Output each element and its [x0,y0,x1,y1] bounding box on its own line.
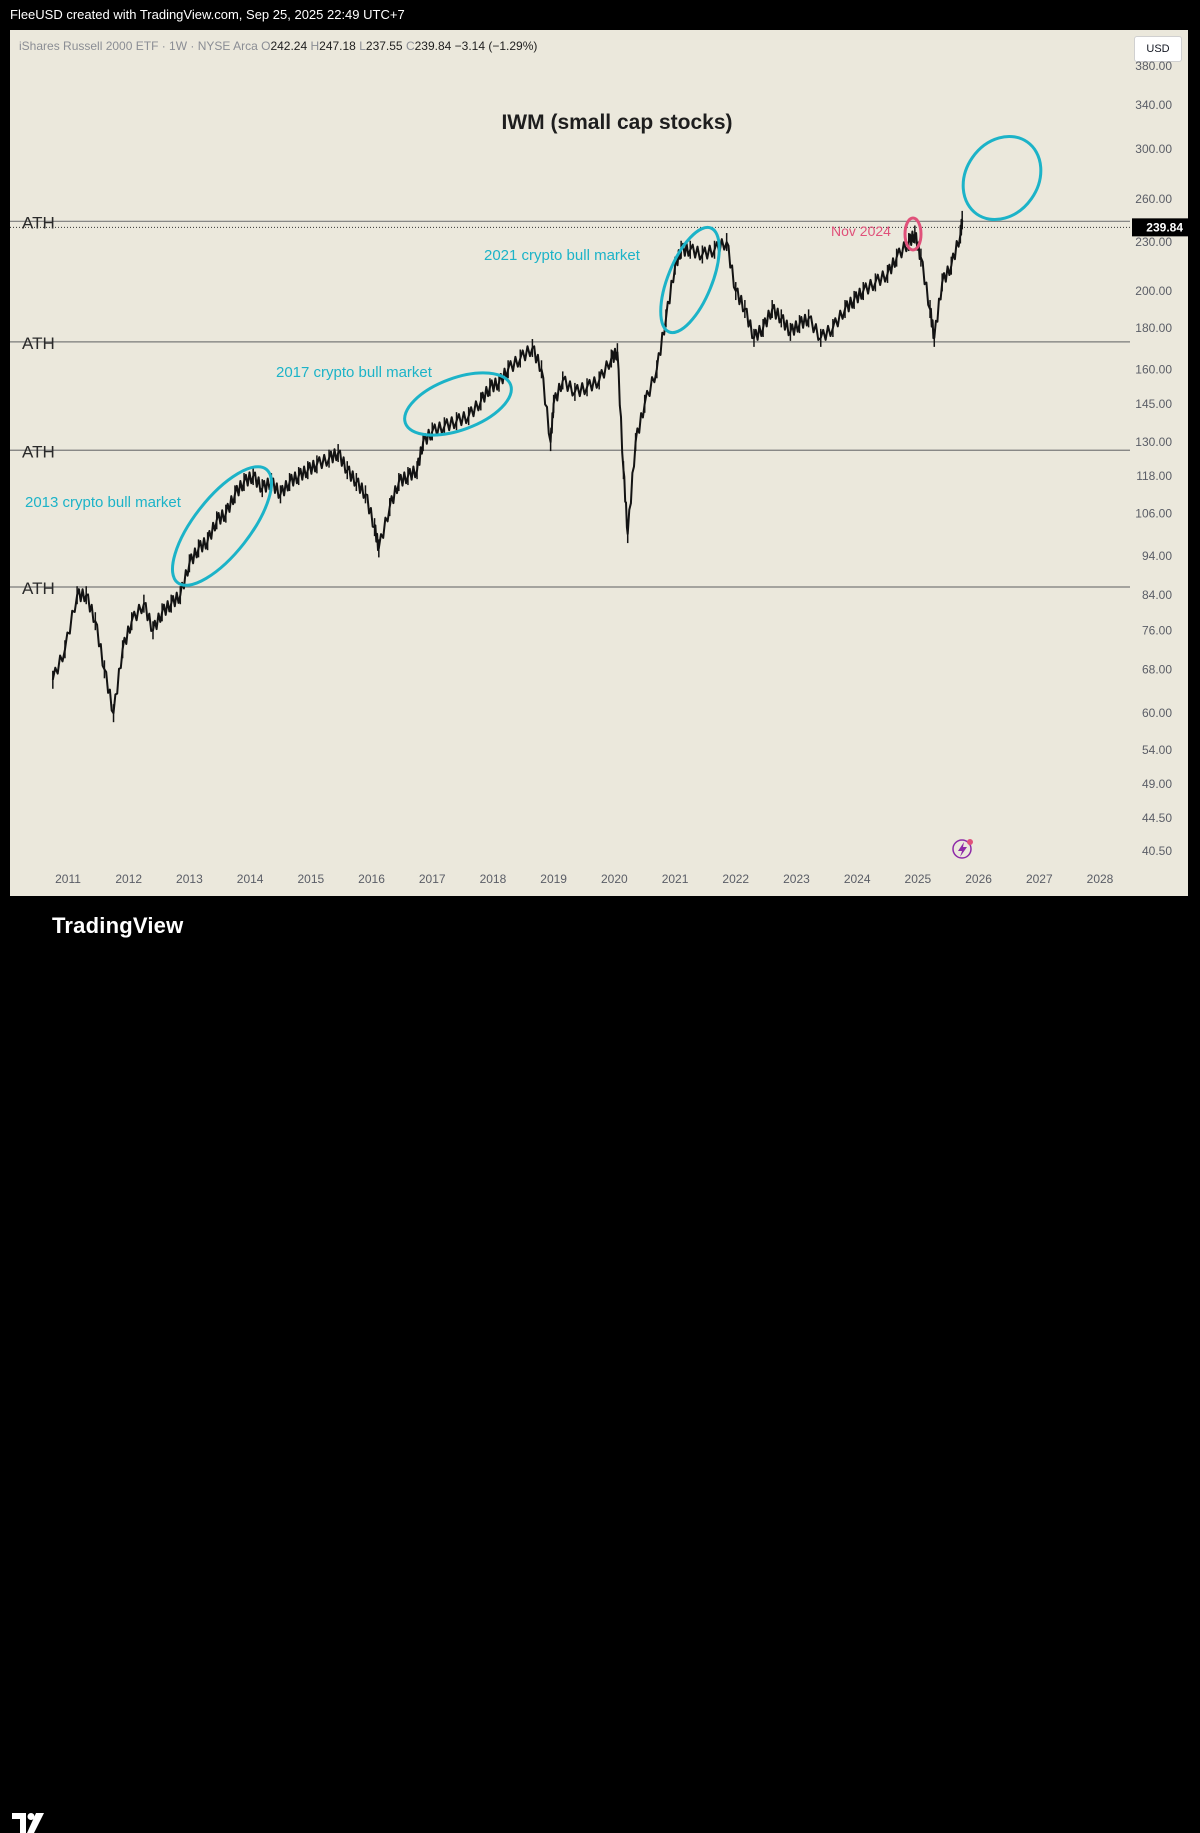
close-value: 239.84 [414,39,452,53]
attribution-bar: FleeUSD created with TradingView.com, Se… [0,0,1200,30]
footer-bar [0,896,1200,1833]
chart-area[interactable] [10,30,1188,896]
low-value: 237.55 [365,39,403,53]
low-key: L [359,39,366,53]
change-value: −3.14 (−1.29%) [454,39,538,53]
open-value: 242.24 [270,39,308,53]
open-key: O [261,39,271,53]
currency-button[interactable]: USD [1134,36,1182,62]
high-value: 247.18 [319,39,356,53]
tradingview-brand: TradingView [52,913,184,938]
attribution-text: FleeUSD created with TradingView.com, Se… [10,7,405,22]
symbol-legend: iShares Russell 2000 ETF · 1W · NYSE Arc… [19,39,537,53]
close-key: C [405,39,415,53]
symbol-description: iShares Russell 2000 ETF · 1W · NYSE Arc… [19,39,258,53]
high-key: H [310,39,320,53]
tradingview-logo-icon [12,1813,44,1833]
